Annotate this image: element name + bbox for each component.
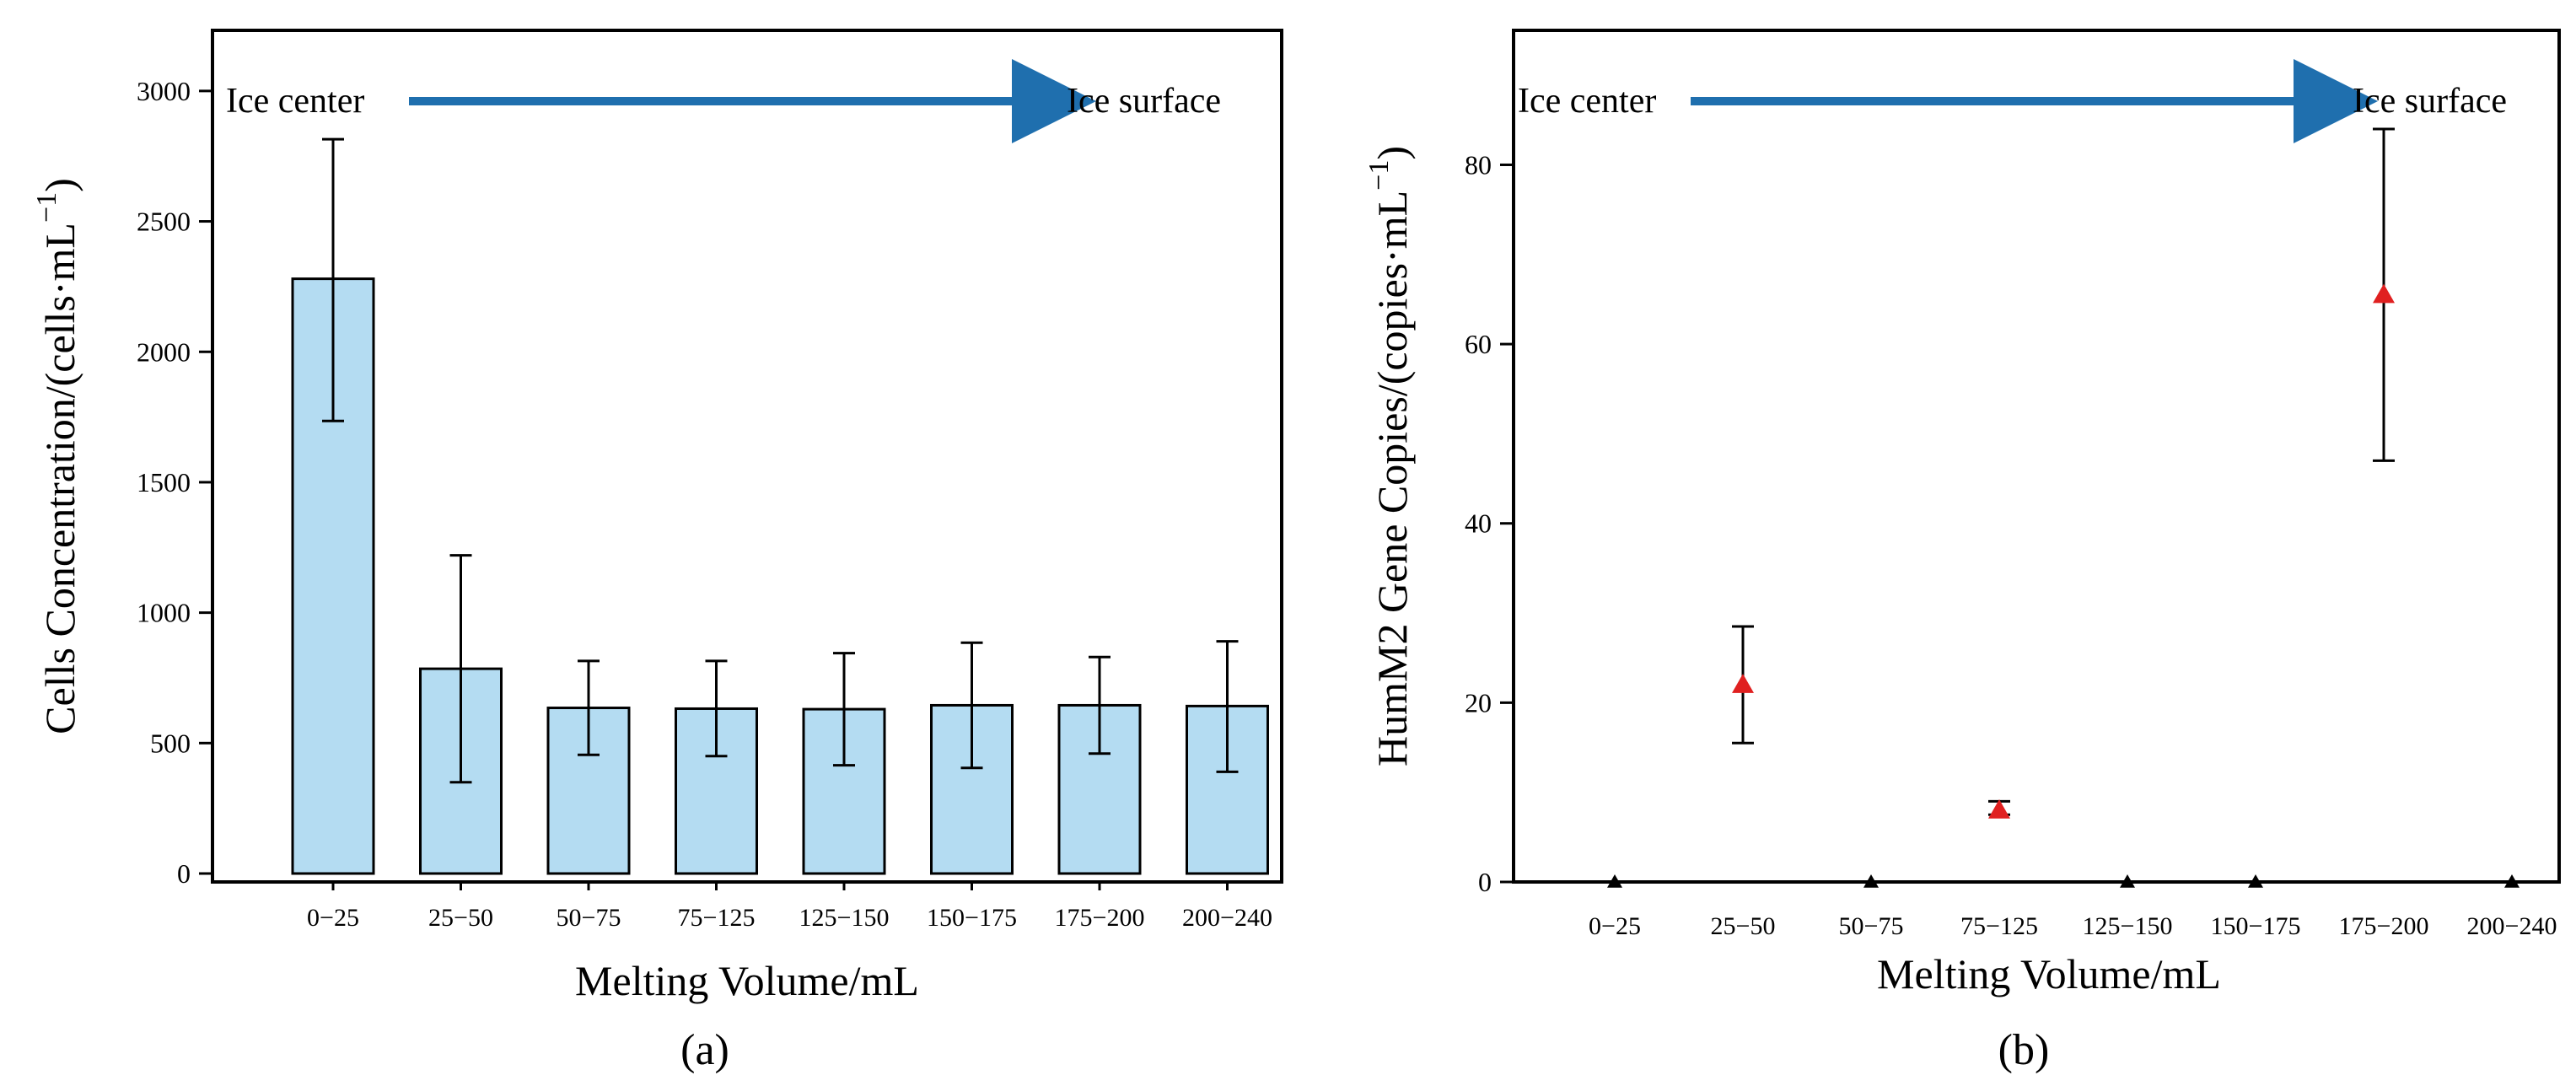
a-x-tick-label: 75−125 [678,904,756,932]
chart-b: 0 20 40 60 80 0−25 25−50 50−75 75−125 125−150 150… [1363,29,2561,1074]
a-bars [291,277,1269,875]
b-x-tick-label: 75−125 [1960,912,2038,940]
b-annotation-start: Ice center [1518,82,1656,121]
a-y-axis-label: Cells Concentration/(cells·mL−1) [31,178,83,734]
b-y-axis-label-sup: −1 [1363,160,1395,191]
a-error-bars [322,137,1239,784]
b-markers [1607,283,2520,888]
b-marker [1732,674,1754,693]
b-marker [1988,798,2010,819]
a-y-axis-label-close: ) [36,178,83,192]
b-y-axis-label-main: HumM2 Gene Copies/(copies·mL [1369,191,1416,766]
a-y-tick-label: 500 [150,728,191,758]
b-annotation-end: Ice surface [2353,82,2507,121]
b-x-axis-label: Melting Volume/mL [1877,950,2221,997]
b-y-tick-label: 60 [1465,329,1492,359]
a-y-tick-label: 2000 [137,336,191,367]
b-error-bars [1732,127,2395,816]
b-x-tick-label: 125−150 [2083,912,2173,940]
a-x-tick-label: 25−50 [428,904,493,932]
a-x-tick-label: 150−175 [927,904,1017,932]
a-y-tick-label: 3000 [137,76,191,106]
b-marker [1863,874,1879,888]
a-panel-label: (a) [680,1026,729,1074]
a-annotation-start: Ice center [226,82,364,121]
b-marker [2373,283,2395,304]
b-panel-label: (b) [1998,1026,2050,1074]
b-y-axis-label-close: ) [1369,146,1416,160]
b-x-tick-label: 200−240 [2467,912,2557,940]
b-x-tick-label: 25−50 [1711,912,1776,940]
a-x-axis-ticks: 0−25 25−50 50−75 75−125 125−150 150−175 175−20… [307,882,1272,932]
b-y-axis-label: HumM2 Gene Copies/(copies·mL−1) [1363,146,1416,766]
b-y-tick-label: 40 [1465,508,1492,539]
a-x-axis-label: Melting Volume/mL [575,957,919,1004]
a-y-tick-label: 1500 [137,467,191,497]
a-y-axis-ticks: 0 500 1000 1500 2000 2500 3000 [137,76,212,889]
a-y-axis-label-main: Cells Concentration/(cells·mL [36,223,83,734]
b-marker [1607,874,1622,888]
b-x-tick-label: 0−25 [1589,912,1641,940]
b-y-tick-label: 0 [1478,867,1492,897]
b-marker [2504,874,2520,888]
chart-a: 0 500 1000 1500 2000 2500 3000 0−25 25−50 50−75 7… [31,29,1283,1074]
b-y-tick-label: 20 [1465,687,1492,718]
b-marker [2120,874,2135,888]
b-x-axis-ticks: 0−25 25−50 50−75 75−125 125−150 150−175 175−20… [1589,912,2557,940]
a-bar [675,707,758,875]
a-y-tick-label: 1000 [137,598,191,628]
a-x-tick-label: 50−75 [557,904,621,932]
a-y-tick-label: 2500 [137,207,191,237]
b-y-axis-ticks: 0 20 40 60 80 [1465,149,1514,897]
b-x-tick-label: 50−75 [1839,912,1904,940]
b-x-tick-label: 150−175 [2211,912,2301,940]
a-annotation-end: Ice surface [1067,82,1221,121]
a-x-tick-label: 200−240 [1182,904,1272,932]
a-x-tick-label: 0−25 [307,904,359,932]
a-x-tick-label: 175−200 [1055,904,1145,932]
a-x-tick-label: 125−150 [799,904,890,932]
b-y-tick-label: 80 [1465,149,1492,180]
b-marker [2248,874,2263,888]
a-y-tick-label: 0 [177,858,191,889]
b-x-tick-label: 175−200 [2339,912,2429,940]
a-y-axis-label-sup: −1 [31,192,62,223]
